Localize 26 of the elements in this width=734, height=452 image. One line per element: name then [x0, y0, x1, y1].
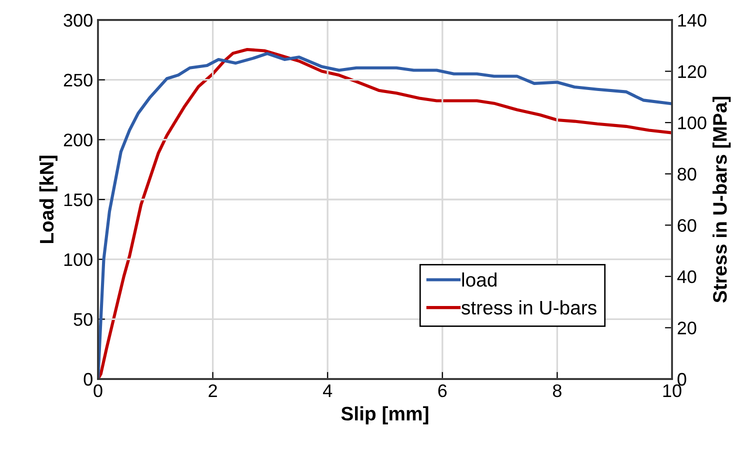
x-axis-title: Slip [mm]: [341, 406, 428, 424]
y2-axis-title: Stress in U-bars [MPa]: [712, 96, 731, 303]
x-tick-label: 6: [438, 384, 447, 398]
x-tick-label: 8: [552, 384, 562, 398]
x-tick-label: 2: [208, 384, 217, 397]
y2-tick-label: 100: [678, 116, 706, 130]
y-tick-label: 200: [64, 134, 92, 146]
y2-tick-label: 0: [678, 372, 686, 386]
y2-tick-label: 120: [678, 65, 706, 78]
x-tick-label: 10: [663, 384, 682, 398]
legend-label: stress in U-bars: [462, 300, 596, 315]
y-axis-title: Load [kN]: [39, 156, 58, 244]
y2-tick-label: 140: [678, 14, 706, 27]
y-tick-label: 100: [64, 253, 92, 266]
y-tick-label: 150: [64, 193, 92, 206]
y2-tick-label: 20: [678, 322, 696, 334]
y2-tick-label: 40: [677, 270, 696, 284]
y-tick-label: 300: [64, 14, 92, 27]
x-tick-label: 0: [94, 384, 102, 398]
x-tick-label: 4: [322, 384, 332, 397]
y-tick-label: 0: [84, 372, 92, 386]
y2-tick-label: 60: [678, 219, 696, 232]
y2-tick-label: 80: [678, 168, 696, 181]
y-tick-label: 50: [74, 313, 92, 326]
y-tick-label: 250: [64, 74, 92, 87]
legend-label: load: [462, 272, 496, 287]
